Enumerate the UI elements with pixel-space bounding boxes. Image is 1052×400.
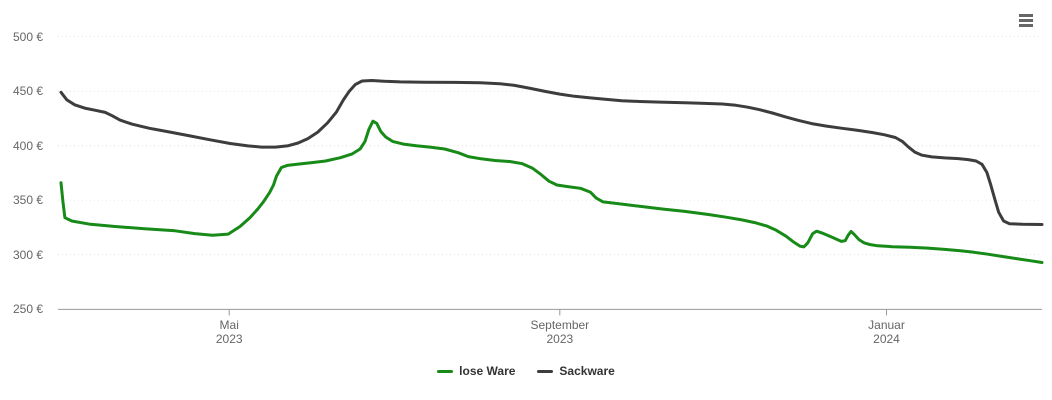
- legend: lose Ware Sackware: [0, 364, 1052, 378]
- legend-item-lose-ware[interactable]: lose Ware: [437, 364, 515, 378]
- y-axis-label: 350 €: [12, 193, 43, 208]
- legend-label: lose Ware: [459, 364, 516, 378]
- y-axis-label: 400 €: [12, 138, 43, 153]
- x-axis-label: Januar 2024: [817, 318, 957, 346]
- series-line-sackware[interactable]: [59, 79, 1044, 226]
- x-axis-label-month: Mai: [219, 318, 239, 332]
- x-axis-label-month: September: [530, 318, 590, 332]
- x-axis-label-year: 2023: [546, 332, 574, 346]
- legend-marker-icon: [537, 369, 554, 373]
- x-axis-label-year: 2023: [215, 332, 243, 346]
- y-axis-label: 300 €: [12, 247, 43, 262]
- y-axis-label: 500 €: [12, 29, 43, 44]
- hamburger-menu-icon[interactable]: [1017, 11, 1035, 29]
- legend-label: Sackware: [559, 364, 615, 378]
- x-axis-label-year: 2024: [873, 332, 900, 346]
- y-axis-label: 250 €: [12, 302, 43, 317]
- x-axis-label: September 2023: [490, 318, 630, 346]
- y-axis-label: 450 €: [12, 84, 43, 99]
- x-axis-label: Mai 2023: [159, 318, 299, 346]
- menu-bar: [1019, 18, 1033, 22]
- menu-bar: [1019, 23, 1033, 27]
- x-axis-label-month: Januar: [868, 318, 905, 332]
- legend-marker-icon: [437, 369, 454, 373]
- legend-item-sackware[interactable]: Sackware: [537, 364, 615, 378]
- series-line-lose-ware[interactable]: [59, 119, 1044, 264]
- menu-bar: [1019, 13, 1033, 17]
